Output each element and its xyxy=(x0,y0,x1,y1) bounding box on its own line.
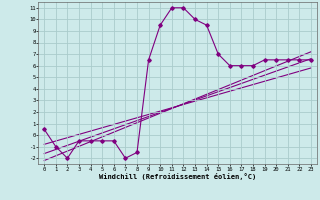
X-axis label: Windchill (Refroidissement éolien,°C): Windchill (Refroidissement éolien,°C) xyxy=(99,173,256,180)
